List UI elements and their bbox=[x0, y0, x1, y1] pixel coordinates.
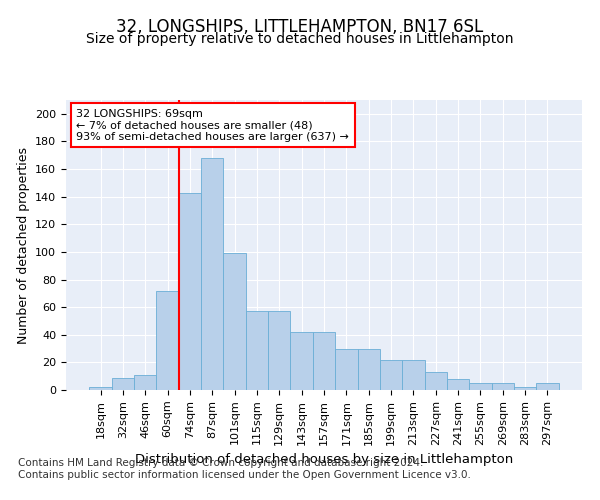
Bar bbox=[469, 383, 491, 390]
Text: Size of property relative to detached houses in Littlehampton: Size of property relative to detached ho… bbox=[86, 32, 514, 46]
Bar bbox=[358, 348, 380, 390]
Text: 32 LONGSHIPS: 69sqm
← 7% of detached houses are smaller (48)
93% of semi-detache: 32 LONGSHIPS: 69sqm ← 7% of detached hou… bbox=[76, 108, 349, 142]
Bar bbox=[179, 192, 201, 390]
Y-axis label: Number of detached properties: Number of detached properties bbox=[17, 146, 29, 344]
Bar bbox=[491, 383, 514, 390]
Bar bbox=[246, 312, 268, 390]
Bar bbox=[290, 332, 313, 390]
Bar bbox=[201, 158, 223, 390]
Bar bbox=[268, 312, 290, 390]
Bar bbox=[157, 290, 179, 390]
Bar bbox=[425, 372, 447, 390]
Bar bbox=[134, 375, 157, 390]
Bar bbox=[313, 332, 335, 390]
Bar bbox=[380, 360, 402, 390]
Bar bbox=[112, 378, 134, 390]
X-axis label: Distribution of detached houses by size in Littlehampton: Distribution of detached houses by size … bbox=[135, 453, 513, 466]
Text: 32, LONGSHIPS, LITTLEHAMPTON, BN17 6SL: 32, LONGSHIPS, LITTLEHAMPTON, BN17 6SL bbox=[116, 18, 484, 36]
Bar bbox=[514, 387, 536, 390]
Bar bbox=[335, 348, 358, 390]
Text: Contains HM Land Registry data © Crown copyright and database right 2024.: Contains HM Land Registry data © Crown c… bbox=[18, 458, 424, 468]
Bar bbox=[402, 360, 425, 390]
Bar bbox=[447, 379, 469, 390]
Bar bbox=[89, 387, 112, 390]
Text: Contains public sector information licensed under the Open Government Licence v3: Contains public sector information licen… bbox=[18, 470, 471, 480]
Bar bbox=[536, 383, 559, 390]
Bar bbox=[223, 254, 246, 390]
